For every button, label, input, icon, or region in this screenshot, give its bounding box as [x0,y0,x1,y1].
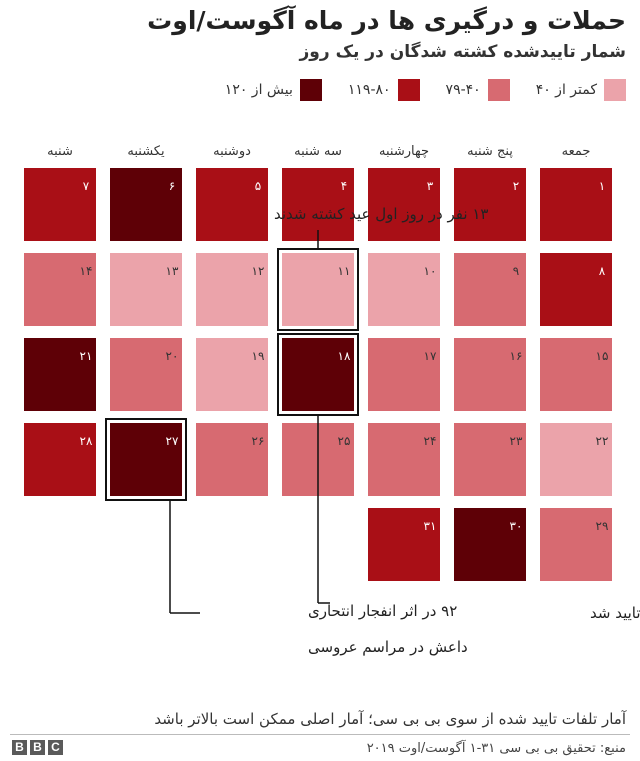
weekday-label: پنج شنبه [467,144,513,159]
day-cell [368,253,440,326]
day-cell [110,423,182,496]
weekday-label: سه شنبه [294,144,342,159]
day-label: ۲۳ [510,434,523,448]
weekday-label: جمعه [562,144,591,159]
day-label: ۱۹ [252,349,265,363]
day-cell [282,168,354,241]
calendar-heatmap: جمعه پنج شنبه چهارشنبه سه شنبه دوشنبه یکشنبه ش… [24,144,640,656]
day-label: ۸ [599,264,606,278]
day-cell [540,168,612,241]
weekday-label: دوشنبه [213,144,251,159]
day-label: ۱۵ [596,349,609,363]
day-cell [24,168,96,241]
bbc-logo-letter: C [48,740,63,755]
legend-label: بیش از ۱۲۰ [224,82,293,98]
day-cell [540,508,612,581]
day-label: ۳ [427,179,434,193]
day-cell [368,423,440,496]
day-cell [282,338,354,411]
day-label: ۴ [341,179,347,193]
day-cell [454,168,526,241]
day-cell [368,508,440,581]
day-label: ۳۰ [510,519,523,533]
day-label: ۲۴ [424,434,437,448]
bbc-logo-letter: B [12,740,27,755]
chart-title: حملات و درگیری ها در ماه آگوست/اوت [147,6,626,35]
legend-swatch [299,79,322,101]
day-cell [110,253,182,326]
legend: کمتر از ۴۰ ۷۹-۴۰ ۱۱۹-۸۰ بیش از ۱۲۰ [225,78,626,102]
footer-divider [10,734,630,735]
legend-label: ۷۹-۴۰ [445,82,481,98]
day-label: ۷ [83,179,90,193]
annotation-text: داعش در مراسم عروسی [308,638,468,656]
day-label: ۲۲ [596,434,609,448]
day-cell [454,253,526,326]
footer-note: آمار تلفات تایید شده از سوی بی بی سی؛ آم… [154,710,626,728]
annotation-text: ۹۲ در اثر انفجار انتحاری [308,602,457,620]
annotation-text: ۱۳ نفر در روز اول عید کشته شدند [274,205,488,223]
legend-label: ۱۱۹-۸۰ [347,82,391,98]
day-cell [454,508,526,581]
day-cell [368,338,440,411]
bbc-logo-letter: B [30,740,45,755]
legend-item: ۱۱۹-۸۰ [348,79,420,101]
day-cell [196,423,268,496]
day-label: ۲۰ [166,349,179,363]
day-cell [196,338,268,411]
legend-swatch [397,79,420,101]
legend-item: ۷۹-۴۰ [446,79,510,101]
day-cell [540,253,612,326]
annotation-text: کشته شدن ۱۶۲ نفر تایید شد [590,604,640,622]
day-cell [24,423,96,496]
legend-item: بیش از ۱۲۰ [225,79,322,101]
day-label: ۱۷ [424,349,437,363]
legend-item: کمتر از ۴۰ [536,79,626,101]
weekday-label: یکشنبه [127,144,165,159]
day-label: ۲ [513,179,519,193]
day-label: ۶ [169,179,175,193]
day-cell [196,253,268,326]
bbc-logo: B B C [12,740,63,755]
day-cell [282,253,354,326]
day-cell [540,423,612,496]
day-label: ۲۵ [338,434,351,448]
day-label: ۲۸ [80,434,93,448]
highlight-frame [105,418,187,501]
day-cell [454,423,526,496]
chart-subtitle: شمار تاییدشده کشته شدگان در یک روز [299,42,626,62]
day-cell [540,338,612,411]
legend-label: کمتر از ۴۰ [535,82,597,98]
day-label: ۱ [599,179,605,193]
legend-swatch [487,79,510,101]
day-label: ۲۷ [166,434,179,448]
day-label: ۱۶ [510,349,523,363]
day-cell [454,338,526,411]
day-cell [24,253,96,326]
weekday-label: چهارشنبه [379,144,429,159]
day-label: ۳۱ [424,519,437,533]
day-label: ۱۰ [424,264,437,278]
day-label: ۱۳ [166,264,179,278]
day-label: ۲۱ [80,349,93,363]
day-label: ۱۸ [338,349,351,363]
day-label: ۲۶ [252,434,265,448]
day-cell [196,168,268,241]
day-label: ۹ [513,264,519,278]
source-text: منبع: تحقیق بی بی سی ۳۱-۱ آگوست/اوت ۲۰۱۹ [366,741,626,756]
day-label: ۲۹ [596,519,609,533]
day-cell [24,338,96,411]
day-label: ۱۱ [338,264,351,278]
weekday-label: شنبه [47,144,73,159]
legend-swatch [604,79,626,101]
day-cell [110,168,182,241]
day-label: ۵ [255,179,261,193]
day-label: ۱۴ [80,264,93,278]
day-cell [110,338,182,411]
day-cell [368,168,440,241]
day-label: ۱۲ [252,264,265,278]
